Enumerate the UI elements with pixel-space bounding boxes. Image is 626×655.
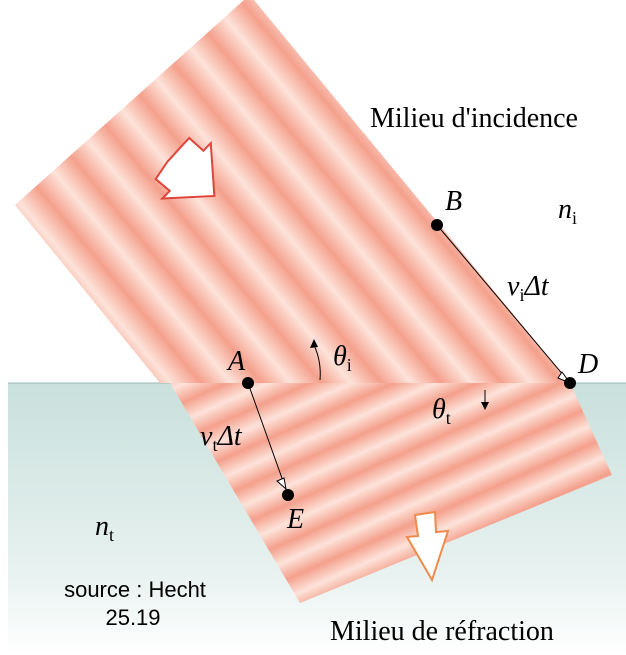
subscript: i xyxy=(347,355,352,375)
point-label: B xyxy=(445,186,462,217)
symbol: v xyxy=(200,421,213,452)
symbol: Δt xyxy=(523,271,549,302)
index-label: ni xyxy=(558,194,577,228)
medium-label: Milieu d'incidence xyxy=(370,103,578,134)
point-label: D xyxy=(577,349,598,380)
distance-label: viΔt xyxy=(507,271,550,305)
medium-label: Milieu de réfraction xyxy=(330,616,554,647)
symbol: v xyxy=(507,271,520,302)
incident-beam xyxy=(15,0,570,383)
point-b xyxy=(431,219,443,231)
subscript: t xyxy=(109,525,114,545)
symbol: θ xyxy=(333,341,347,372)
diagram: Milieu d'incidence Milieu de réfraction … xyxy=(0,0,626,655)
symbol: n xyxy=(558,194,572,225)
point-label: E xyxy=(286,504,304,535)
source-note: 25.19 xyxy=(105,605,160,630)
subscript: t xyxy=(446,408,451,428)
symbol: n xyxy=(95,511,109,542)
source-note: source : Hecht xyxy=(64,577,206,602)
symbol: θ xyxy=(432,394,446,425)
symbol: Δt xyxy=(216,421,242,452)
subscript: i xyxy=(572,208,577,228)
point-a xyxy=(242,377,254,389)
distance-label: vtΔt xyxy=(200,421,243,455)
point-d xyxy=(564,377,576,389)
point-e xyxy=(282,489,294,501)
point-label: A xyxy=(226,346,246,377)
